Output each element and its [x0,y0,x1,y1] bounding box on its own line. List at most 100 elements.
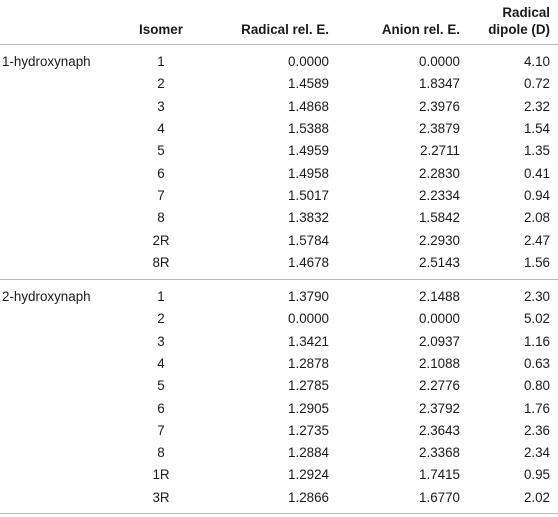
isomer-cell: 3R [120,486,202,514]
radical-rel-e-cell: 1.3790 [202,278,337,309]
isomer-cell: 6 [157,400,165,416]
radical-dipole-cell: 1.54 [523,121,550,137]
table-row: 5 1.2785 2.2776 0.80 [0,375,558,397]
radical-rel-e-cell: 1.5017 [288,187,329,203]
isomer-cell: 1 [120,278,202,309]
radical-dipole-cell: 0.80 [523,378,550,394]
molecule-name-cell [0,486,120,514]
molecule-name-cell [0,140,120,162]
radical-rel-e-cell: 1.2884 [288,445,329,461]
table-row: 6 1.2905 2.3792 1.76 [0,397,558,419]
radical-dipole-cell: 0.94 [523,187,550,203]
table-row: 6 1.4958 2.2830 0.41 [0,162,558,184]
radical-rel-e-cell: 0.0000 [288,54,329,70]
radical-dipole-cell: 2.47 [523,232,550,248]
radical-rel-e-cell: 1.2905 [288,400,329,416]
isomer-cell: 2R [152,232,170,248]
anion-rel-e-cell: 2.1088 [419,356,460,371]
radical-rel-e-cell: 1.2924 [288,467,329,483]
radical-rel-e-cell: 1.3421 [288,333,329,349]
anion-rel-e-cell: 0.0000 [419,54,460,70]
table-row: 3 1.4868 2.3976 2.32 [0,96,558,118]
isomer-cell: 2 [157,311,165,327]
molecule-name-cell [0,229,120,251]
isomer-cell: 1R [152,467,170,483]
radical-dipole-cell: 1.76 [523,400,550,416]
molecule-name-cell [0,185,120,207]
molecule-name-cell [0,118,120,140]
anion-rel-e-cell: 2.0937 [419,333,460,349]
header-row: Isomer Radical rel. E. Anion rel. E. Rad… [0,0,558,45]
isomer-cell: 1 [157,54,165,70]
radical-dipole-cell: 0.95 [523,467,550,483]
radical-dipole-cell: 0.72 [523,76,550,92]
isomer-cell: 7 [157,422,165,438]
radical-rel-e-cell: 0.0000 [288,311,329,327]
table-row: 8 1.3832 1.5842 2.08 [0,207,558,229]
isomer-cell: 5 [157,143,165,159]
anion-rel-e-cell: 1.8347 [419,76,460,92]
table-header: Isomer Radical rel. E. Anion rel. E. Rad… [0,0,558,45]
radical-dipole-cell: 1.35 [523,143,550,159]
molecule-name-cell: 2-hydroxynaph [0,278,120,309]
radical-dipole-cell: 0.63 [523,356,550,371]
anion-rel-e-cell: 0.0000 [419,311,460,327]
table-row: 2R 1.5784 2.2930 2.47 [0,229,558,251]
header-anion-rel-e: Anion rel. E. [337,0,468,45]
table-row: 8 1.2884 2.3368 2.34 [0,442,558,464]
isomer-cell: 8 [157,210,165,226]
header-radical-dipole: Radical dipole (D) [468,0,558,45]
radical-dipole-cell: 2.30 [468,278,558,309]
table-row: 1-hydroxynaph 1 0.0000 0.0000 4.10 [0,45,558,74]
radical-rel-e-cell: 1.2735 [288,422,329,438]
radical-rel-e-cell: 1.5784 [288,232,329,248]
radical-dipole-cell: 2.36 [523,422,550,438]
molecule-name-cell [0,420,120,442]
isomer-cell: 8 [157,445,165,461]
table-row: 7 1.2735 2.3643 2.36 [0,420,558,442]
radical-rel-e-cell: 1.4868 [288,98,329,114]
table-row: 3R 1.2866 1.6770 2.02 [0,486,558,514]
molecule-name-cell: 1-hydroxynaph [2,54,91,70]
molecule-name-cell [0,252,120,280]
table-row: 4 1.5388 2.3879 1.54 [0,118,558,140]
table-row: 8R 1.4678 2.5143 1.56 [0,252,558,280]
anion-rel-e-cell: 2.3879 [419,121,460,137]
radical-dipole-cell: 2.08 [523,210,550,226]
molecule-name-cell [0,96,120,118]
isomer-cell: 6 [157,165,165,181]
table-row: 3 1.3421 2.0937 1.16 [0,331,558,353]
radical-dipole-cell: 2.02 [468,486,558,514]
anion-rel-e-cell: 1.6770 [337,486,468,514]
molecule-name-cell [0,308,120,330]
radical-rel-e-cell: 1.2866 [202,486,337,514]
table-row: 2-hydroxynaph 1 1.3790 2.1488 2.30 [0,278,558,309]
radical-rel-e-cell: 1.2785 [288,378,329,394]
molecule-name-cell [0,442,120,464]
anion-rel-e-cell: 2.2776 [419,378,460,394]
anion-rel-e-cell: 2.3792 [419,400,460,416]
isomer-cell: 3 [157,98,165,114]
table-row: 2 1.4589 1.8347 0.72 [0,73,558,95]
molecule-name-cell [0,464,120,486]
anion-rel-e-cell: 1.7415 [419,467,460,483]
radical-rel-e-cell: 1.4959 [288,143,329,159]
radical-rel-e-cell: 1.4678 [288,254,329,270]
molecule-name-cell [0,397,120,419]
anion-rel-e-cell: 2.2830 [419,165,460,181]
radical-dipole-cell: 5.02 [523,311,550,327]
anion-rel-e-cell: 2.3976 [419,98,460,114]
radical-dipole-cell: 4.10 [523,54,550,70]
header-molecule [0,0,120,45]
molecule-name-cell [0,331,120,353]
header-radical-rel-e: Radical rel. E. [202,0,337,45]
molecule-name-cell [0,353,120,375]
molecule-name-cell [0,375,120,397]
isomer-cell: 4 [157,121,165,137]
anion-rel-e-cell: 2.2711 [420,143,460,159]
molecule-name-cell [0,73,120,95]
anion-rel-e-cell: 2.3368 [419,445,460,461]
isomer-cell: 5 [157,378,165,394]
